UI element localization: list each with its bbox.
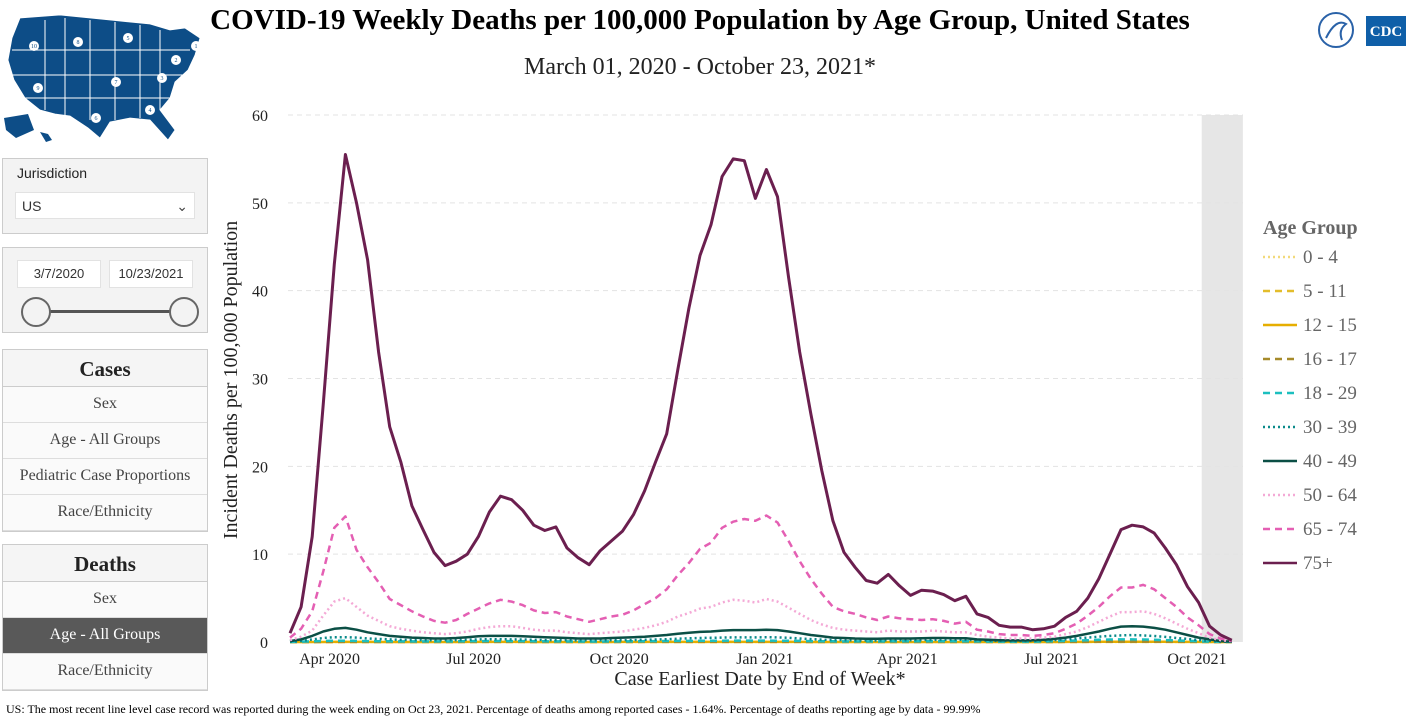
legend-label: 40 - 49 xyxy=(1303,451,1357,472)
legend-label: 0 - 4 xyxy=(1303,247,1338,268)
legend-title: Age Group xyxy=(1263,217,1358,239)
legend-label: 65 - 74 xyxy=(1303,519,1357,540)
legend: Age Group 0 - 4 5 - 11 12 - 15 16 - 17 18 - … xyxy=(1263,217,1358,574)
legend-label: 16 - 17 xyxy=(1303,349,1357,370)
y-tick-label: 60 xyxy=(252,108,268,125)
x-tick-label: Oct 2021 xyxy=(1167,651,1226,668)
y-tick-label: 50 xyxy=(252,196,268,213)
x-tick-label: Jan 2021 xyxy=(736,651,793,668)
x-axis-label: Case Earliest Date by End of Week* xyxy=(614,668,905,690)
y-axis-label: Incident Deaths per 100,000 Population xyxy=(220,221,242,539)
legend-label: 75+ xyxy=(1303,553,1333,574)
y-tick-label: 0 xyxy=(260,635,268,652)
legend-label: 50 - 64 xyxy=(1303,485,1357,506)
y-tick-label: 40 xyxy=(252,284,268,301)
series-line-75+ xyxy=(290,155,1232,641)
x-tick-label: Jul 2021 xyxy=(1024,651,1079,668)
footnote: US: The most recent line level case reco… xyxy=(6,702,980,717)
y-tick-label: 10 xyxy=(252,547,268,564)
x-tick-label: Apr 2021 xyxy=(877,651,938,668)
legend-label: 5 - 11 xyxy=(1303,281,1347,302)
x-tick-label: Apr 2020 xyxy=(299,651,360,668)
y-tick-label: 20 xyxy=(252,459,268,476)
series-line-65-74 xyxy=(290,516,1232,642)
y-tick-label: 30 xyxy=(252,372,268,389)
legend-label: 30 - 39 xyxy=(1303,417,1357,438)
x-tick-label: Jul 2020 xyxy=(446,651,501,668)
series-line-40-49 xyxy=(290,626,1232,641)
x-tick-label: Oct 2020 xyxy=(590,651,649,668)
legend-label: 18 - 29 xyxy=(1303,383,1357,404)
legend-label: 12 - 15 xyxy=(1303,315,1357,336)
